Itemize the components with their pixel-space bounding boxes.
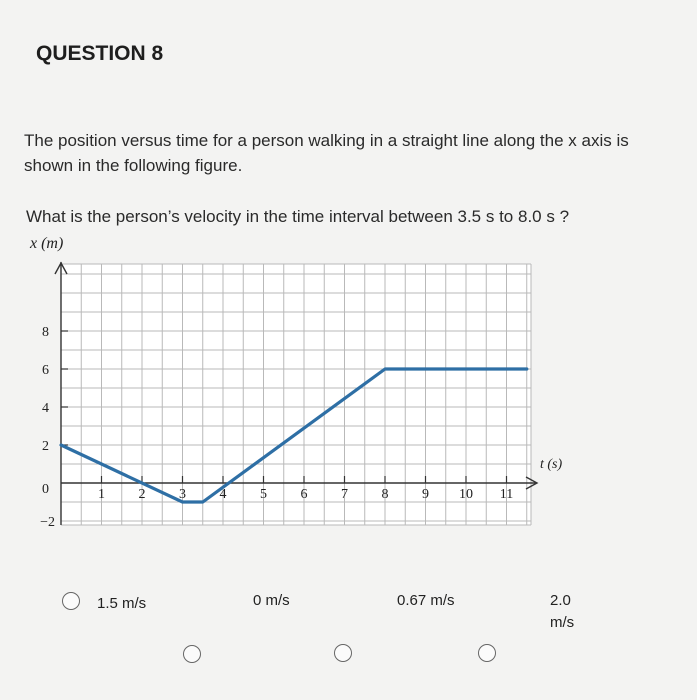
option-label-3: 0.67 m/s [397,592,455,609]
option-radio-1[interactable] [62,592,80,610]
x-tick-label: 4 [220,487,227,502]
x-tick-label: 6 [301,487,308,502]
chart-ticks: 1 2 3 4 5 6 7 8 9 10 11 2 4 6 8 0 −2 [40,325,513,530]
x-tick-label: 11 [500,487,513,502]
y-axis-arrow [54,261,68,275]
chart-series [59,367,529,504]
x-tick-label: 7 [341,487,348,502]
x-axis-label: t (s) [540,457,563,472]
option-label-4-line1: 2.0 [550,592,571,609]
option-radio-4[interactable] [478,644,496,662]
x-tick-label: 9 [422,487,429,502]
position-line [59,367,529,504]
y-tick-label: 2 [42,439,49,454]
option-radio-3[interactable] [334,644,352,662]
sub-question: What is the person’s velocity in the tim… [26,207,570,226]
option-label-4-line2: m/s [550,614,575,631]
y-tick-label: 4 [42,401,49,416]
x-tick-label: 10 [459,487,473,502]
option-label-1: 1.5 m/s [97,595,147,612]
y-tick-label-negative: −2 [40,515,55,530]
option-label-2: 0 m/s [253,592,290,609]
y-tick-label: 6 [42,363,49,378]
x-tick-label: 2 [139,487,146,502]
x-tick-label: 3 [179,487,186,502]
question-title: QUESTION 8 [36,42,164,65]
x-tick-label: 8 [382,487,389,502]
option-radio-2[interactable] [183,645,201,663]
question-prompt: The position versus time for a person wa… [24,131,629,175]
y-tick-label-zero: 0 [42,482,49,497]
x-axis-arrow [525,476,539,490]
x-tick-label: 1 [98,487,105,502]
y-axis-label: x (m) [29,235,63,252]
y-tick-label: 8 [42,325,49,340]
x-tick-label: 5 [260,487,267,502]
